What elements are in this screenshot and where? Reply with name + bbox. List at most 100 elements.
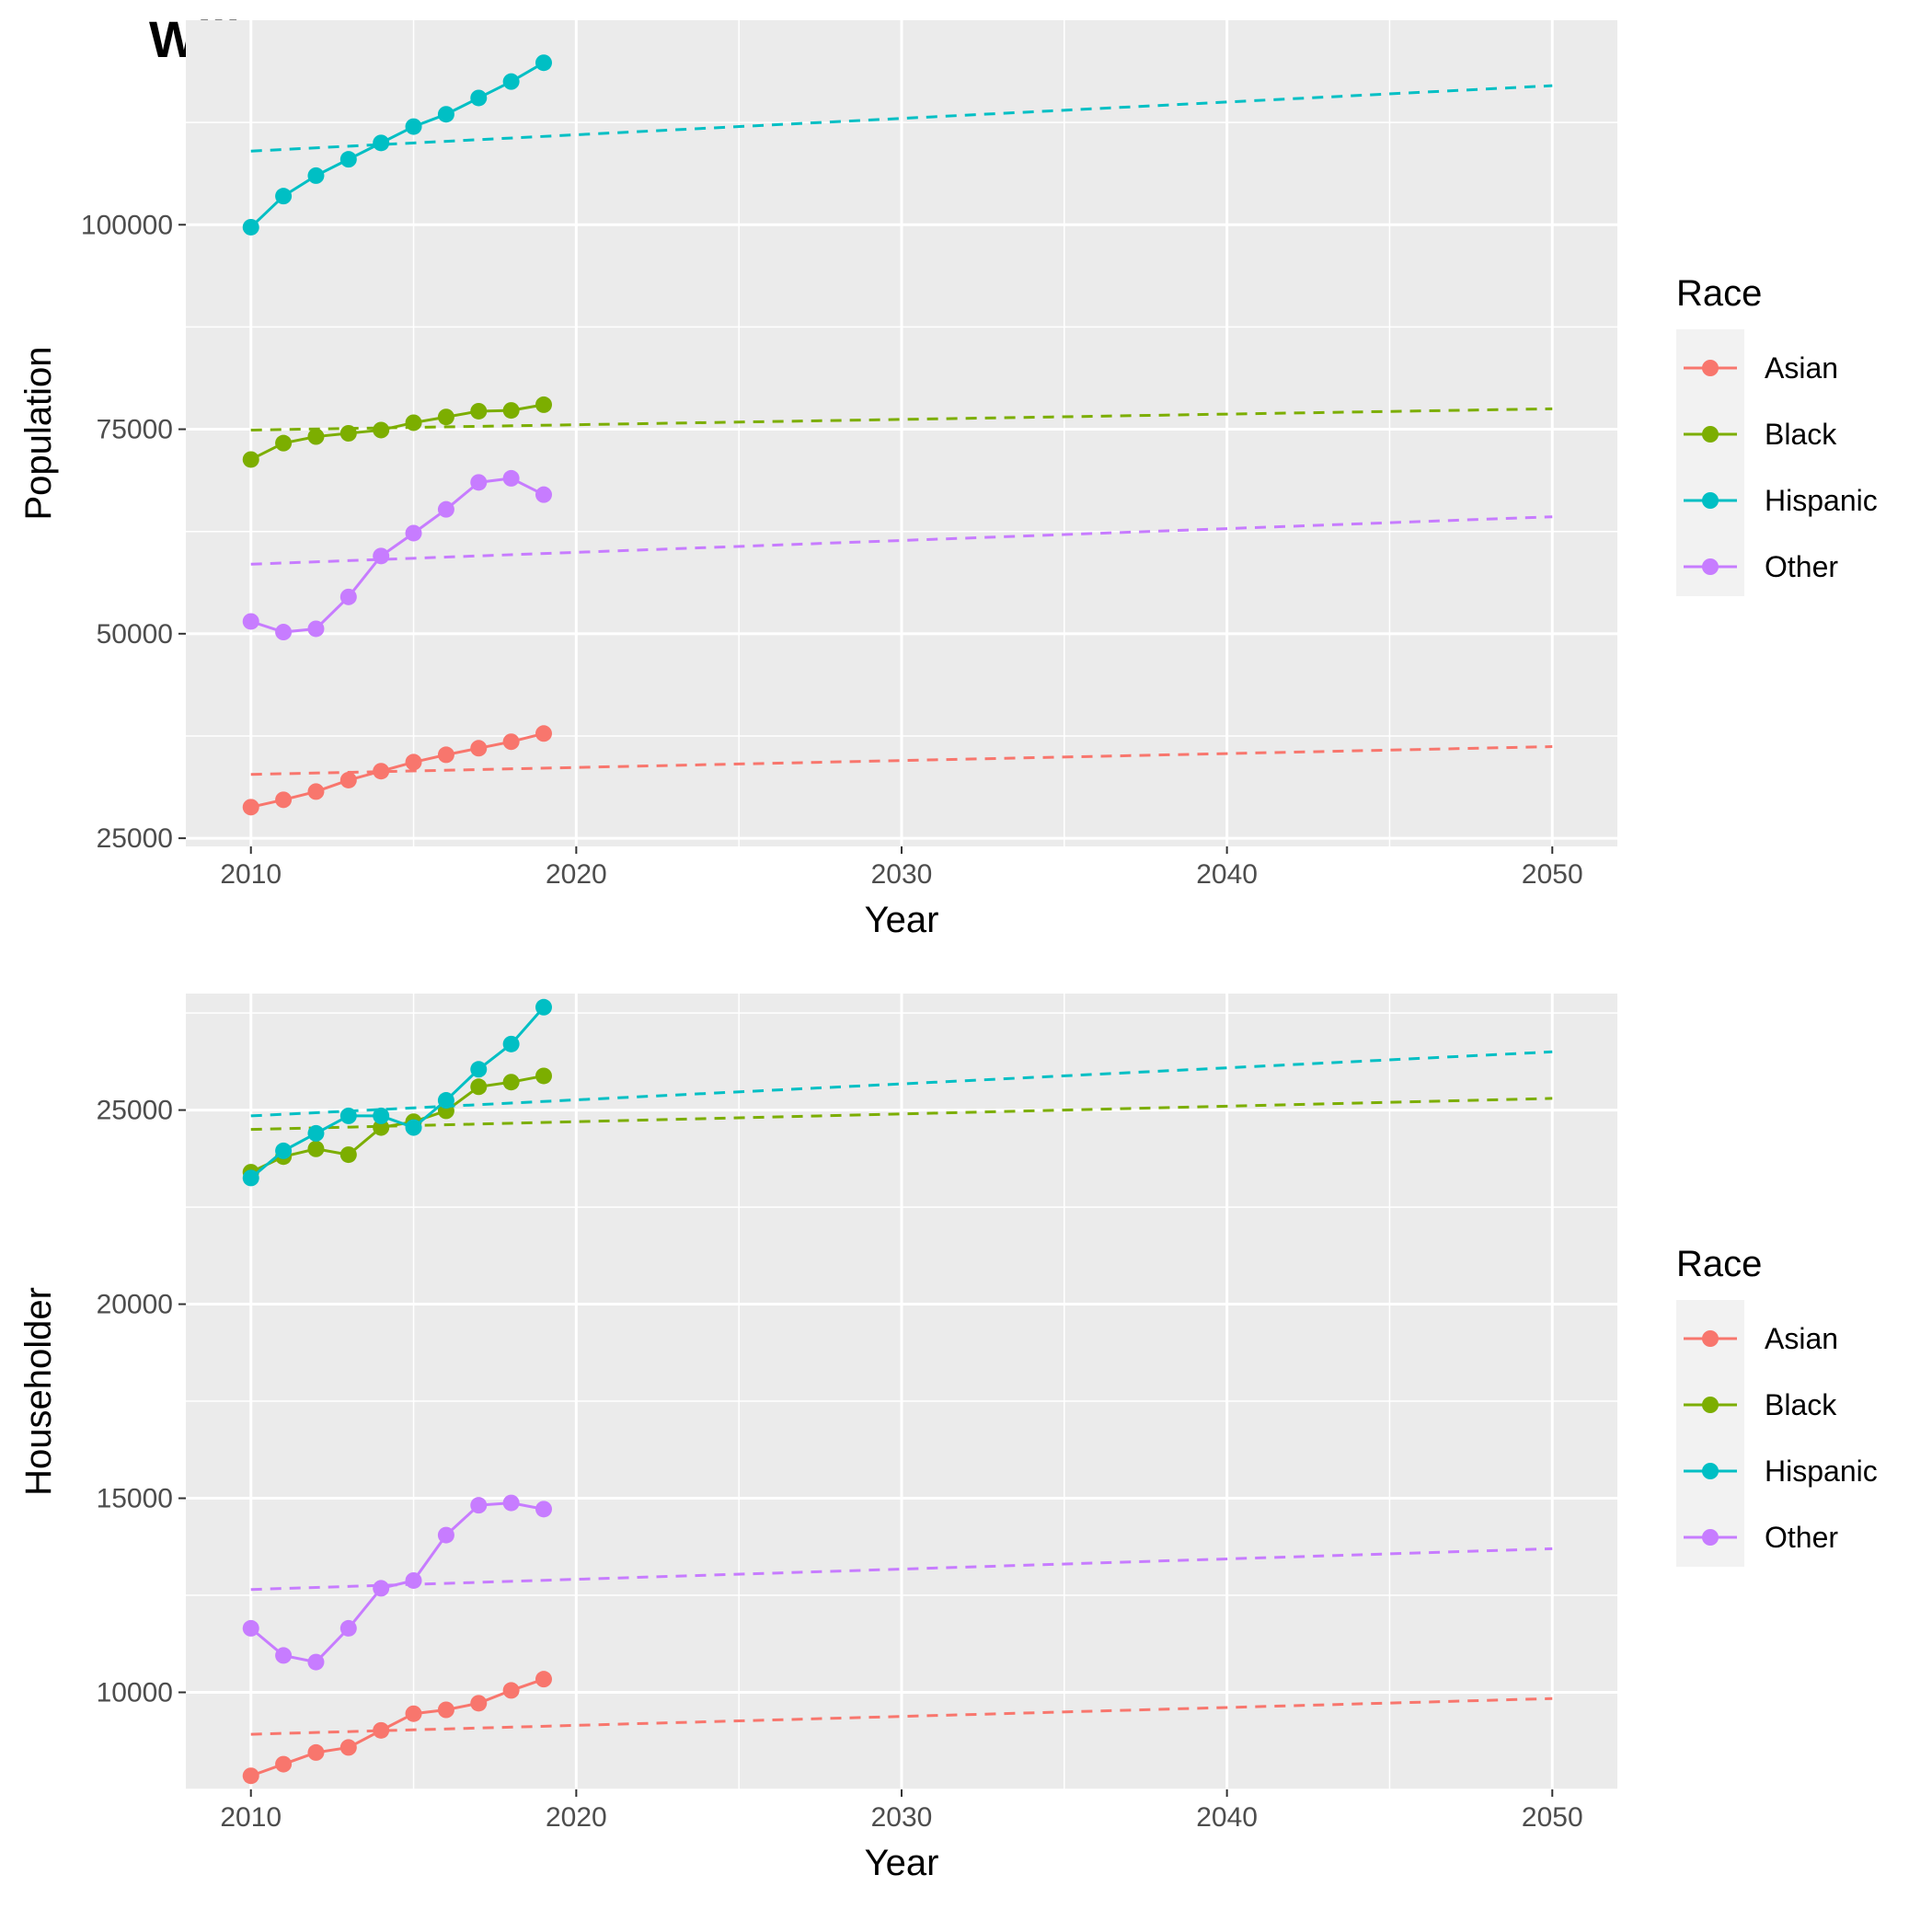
legend-key-point [1702,426,1719,443]
trend-line-hispanic [250,84,1553,153]
series-line-other [250,477,545,634]
data-point-black [405,414,422,431]
data-point-black [502,402,520,420]
data-point-other [275,624,293,641]
data-point-hispanic [307,167,325,184]
data-point-hispanic [339,1107,357,1124]
data-point-asian [339,1739,357,1756]
chart-panel-2: 2010 2020 2030 2040 2050 10000 15000 20000 25000… [18,994,1878,1883]
data-point-black [373,421,390,439]
legend-label-hispanic: Hispanic [1765,484,1878,517]
data-point-hispanic [405,1119,422,1136]
data-point-hispanic [242,1169,259,1187]
data-point-hispanic [535,998,552,1016]
data-point-black [470,1078,488,1096]
data-point-other [535,486,552,503]
trend-line-black [250,407,1553,431]
data-point-asian [502,1682,520,1699]
x-tick-label: 2010 [220,1802,282,1833]
data-point-other [405,524,422,542]
data-point-hispanic [307,1124,325,1142]
trend-line-asian [250,745,1553,776]
data-point-hispanic [437,106,454,123]
data-point-hispanic [405,118,422,135]
legend-title: Race [1676,273,1762,314]
data-point-hispanic [373,1107,390,1124]
data-point-other [535,1501,552,1518]
y-tick-label: 25000 [97,1096,173,1126]
legend-key-point [1702,558,1719,575]
data-point-asian [405,1705,422,1722]
data-point-other [502,469,520,487]
data-point-hispanic [275,1142,293,1159]
legend-label-hispanic: Hispanic [1765,1455,1878,1488]
legend-key-point [1702,1330,1719,1347]
data-point-other [405,1571,422,1589]
data-point-other [470,474,488,491]
data-point-asian [275,1755,293,1773]
data-point-black [339,1146,357,1164]
data-point-black [437,408,454,426]
data-point-other [339,1619,357,1637]
data-point-asian [470,740,488,757]
legend-title: Race [1676,1244,1762,1284]
data-point-black [470,402,488,420]
data-point-asian [275,791,293,809]
series-line-black [250,1074,545,1174]
data-point-other [437,500,454,518]
data-point-other [242,613,259,630]
data-point-black [307,1140,325,1157]
y-tick-label: 100000 [81,210,173,240]
data-point-black [535,1067,552,1085]
data-point-asian [339,771,357,788]
data-point-asian [307,783,325,800]
legend-key-point [1702,492,1719,509]
data-point-black [275,434,293,452]
legend: Race Asian Black Hispanic Other [1676,273,1878,596]
y-axis-title: Population [18,346,59,520]
data-point-hispanic [242,218,259,236]
trend-line-black [250,1097,1553,1132]
data-point-other [437,1526,454,1544]
y-tick-label: 20000 [97,1290,173,1320]
x-tick-label: 2050 [1522,1802,1583,1833]
legend-label-black: Black [1765,1388,1837,1421]
y-tick-label: 75000 [97,415,173,445]
data-point-hispanic [437,1092,454,1110]
x-tick-label: 2040 [1196,1802,1258,1833]
legend: Race Asian Black Hispanic Other [1676,1244,1878,1567]
data-point-asian [242,1767,259,1785]
series-line-hispanic [249,1006,546,1179]
data-point-other [307,1653,325,1671]
data-point-hispanic [470,1061,488,1078]
data-point-other [307,620,325,638]
trend-line-other [250,515,1553,566]
data-point-asian [373,763,390,780]
data-point-other [470,1497,488,1514]
x-tick-label: 2010 [220,859,282,890]
y-tick-label: 50000 [97,619,173,650]
data-point-asian [405,753,422,771]
series-line-asian [250,731,545,809]
legend-key-point [1702,1463,1719,1479]
data-point-hispanic [339,151,357,168]
data-point-other [502,1494,520,1512]
x-tick-label: 2020 [546,859,607,890]
x-tick-label: 2030 [871,859,933,890]
data-point-other [242,1619,259,1637]
legend-label-black: Black [1765,418,1837,451]
trend-line-asian [250,1696,1553,1736]
data-point-asian [502,733,520,751]
trend-line-hispanic [250,1050,1553,1118]
data-point-asian [437,1701,454,1719]
x-axis-title: Year [865,1843,939,1883]
legend-label-other: Other [1765,1521,1838,1554]
data-point-asian [535,1671,552,1688]
data-point-asian [535,725,552,742]
legend-key-point [1702,1397,1719,1413]
series-line-other [249,1501,545,1664]
legend-label-asian: Asian [1765,351,1838,385]
data-point-asian [373,1721,390,1739]
